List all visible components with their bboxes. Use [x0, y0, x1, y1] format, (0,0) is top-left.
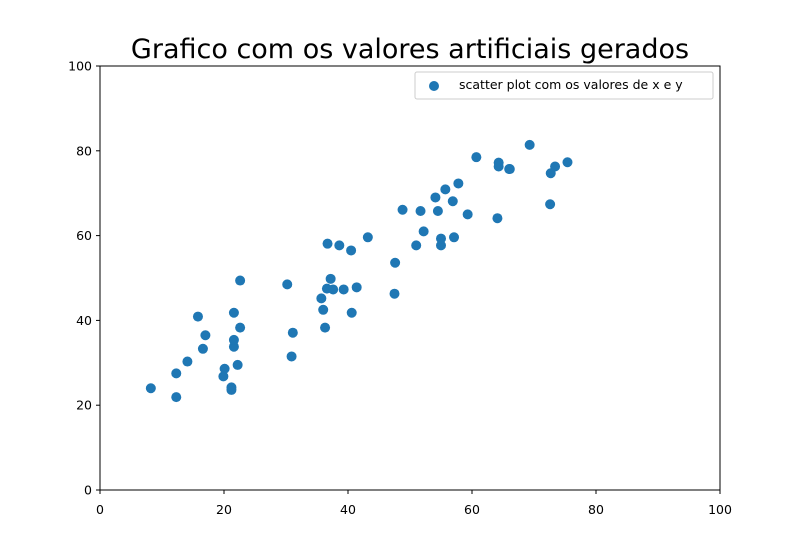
data-point: [219, 363, 230, 374]
x-tick-label: 100: [708, 502, 732, 517]
data-point: [415, 206, 426, 217]
data-point: [346, 307, 357, 318]
data-point: [447, 196, 458, 207]
y-tick-label: 40: [76, 313, 92, 328]
data-point: [389, 288, 400, 299]
data-point: [171, 392, 182, 403]
data-point: [436, 233, 446, 244]
data-point: [550, 161, 561, 172]
data-point: [492, 213, 503, 224]
plot-frame: [99, 65, 721, 491]
data-point: [562, 157, 573, 168]
data-point: [145, 383, 156, 394]
data-point: [338, 284, 349, 295]
data-point: [362, 232, 373, 243]
data-point: [171, 368, 182, 379]
data-point: [228, 334, 239, 345]
axes-layer: 0 20 40 60 80 100 0 20 40 60 80 100: [68, 59, 732, 518]
data-point: [334, 240, 345, 251]
legend-label: scatter plot com os valores de x e y: [459, 77, 683, 92]
data-point: [493, 157, 504, 168]
data-point: [545, 199, 556, 210]
x-tick-label: 40: [340, 502, 356, 517]
y-tick-label: 60: [76, 228, 92, 243]
data-point: [228, 307, 239, 318]
x-tick-label: 0: [96, 502, 104, 517]
data-point: [182, 356, 193, 367]
data-point: [200, 330, 211, 341]
data-point: [328, 284, 339, 295]
data-point: [411, 240, 422, 251]
data-point: [235, 275, 246, 286]
points-layer: [145, 139, 573, 403]
data-point: [226, 384, 237, 395]
data-point: [397, 204, 408, 215]
x-tick-label: 80: [588, 502, 604, 517]
data-point: [197, 343, 208, 354]
legend: scatter plot com os valores de x e y: [414, 71, 714, 100]
y-tick-label: 0: [84, 483, 92, 498]
data-point: [316, 293, 327, 304]
legend-box: [414, 71, 714, 100]
data-point: [418, 226, 429, 237]
data-point: [318, 304, 329, 315]
x-tick-label: 60: [464, 502, 480, 517]
y-tick-label: 80: [76, 143, 92, 158]
data-point: [471, 152, 482, 163]
data-point: [440, 184, 451, 195]
data-point: [462, 209, 473, 220]
data-point: [282, 279, 293, 290]
data-point: [218, 371, 229, 382]
data-point: [432, 206, 443, 217]
y-tick-label: 100: [68, 59, 92, 74]
chart-title: Grafico com os valores artificiais gerad…: [131, 34, 689, 65]
x-tick-label: 20: [216, 502, 232, 517]
data-point: [351, 282, 362, 293]
data-point: [192, 311, 203, 322]
data-point: [346, 245, 357, 256]
data-point: [320, 322, 331, 333]
data-point: [524, 139, 535, 150]
data-point: [325, 273, 336, 284]
data-point: [286, 351, 297, 362]
legend-marker: [429, 81, 439, 91]
y-tick-label: 20: [76, 398, 92, 413]
data-point: [322, 238, 333, 249]
data-point: [449, 232, 460, 243]
data-point: [287, 327, 298, 338]
data-point: [453, 178, 464, 189]
data-point: [390, 257, 401, 268]
data-point: [504, 164, 515, 175]
data-point: [235, 322, 246, 333]
data-point: [430, 192, 441, 203]
data-point: [232, 359, 243, 370]
